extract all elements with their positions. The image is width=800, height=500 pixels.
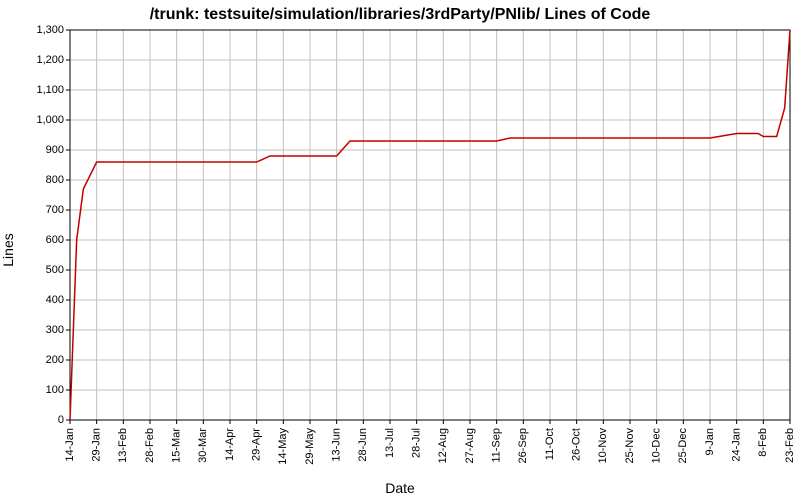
svg-text:29-Apr: 29-Apr <box>251 428 263 461</box>
chart-svg: 0 100 200 300 400 500 600 700 800 900 1,000 1,100 1,… <box>0 0 800 500</box>
svg-text:600: 600 <box>46 234 64 246</box>
svg-text:25-Dec: 25-Dec <box>677 428 689 464</box>
chart-container: /trunk: testsuite/simulation/libraries/3… <box>0 0 800 500</box>
svg-text:11-Oct: 11-Oct <box>544 428 556 460</box>
svg-text:30-Mar: 30-Mar <box>197 428 209 463</box>
svg-text:14-Jan: 14-Jan <box>64 428 76 462</box>
svg-text:13-Feb: 13-Feb <box>117 428 129 463</box>
svg-text:100: 100 <box>46 384 64 396</box>
svg-text:12-Aug: 12-Aug <box>437 428 449 463</box>
svg-text:14-Apr: 14-Apr <box>224 428 236 461</box>
svg-text:300: 300 <box>46 324 64 336</box>
svg-text:700: 700 <box>46 204 64 216</box>
svg-text:400: 400 <box>46 294 64 306</box>
svg-text:900: 900 <box>46 144 64 156</box>
svg-text:29-Jan: 29-Jan <box>91 428 103 462</box>
svg-text:23-Feb: 23-Feb <box>784 428 796 463</box>
svg-text:10-Dec: 10-Dec <box>651 428 663 464</box>
svg-text:28-Feb: 28-Feb <box>144 428 156 463</box>
svg-text:24-Jan: 24-Jan <box>731 428 743 462</box>
svg-text:14-May: 14-May <box>277 428 289 465</box>
svg-text:27-Aug: 27-Aug <box>464 428 476 463</box>
svg-text:26-Sep: 26-Sep <box>517 428 529 463</box>
svg-text:28-Jul: 28-Jul <box>411 428 423 458</box>
svg-text:500: 500 <box>46 264 64 276</box>
svg-text:25-Nov: 25-Nov <box>624 428 636 464</box>
svg-text:29-May: 29-May <box>304 428 316 465</box>
svg-text:9-Jan: 9-Jan <box>704 428 716 456</box>
svg-text:15-Mar: 15-Mar <box>171 428 183 463</box>
svg-text:1,000: 1,000 <box>36 114 64 126</box>
svg-text:13-Jun: 13-Jun <box>331 428 343 462</box>
svg-text:800: 800 <box>46 174 64 186</box>
svg-text:1,300: 1,300 <box>36 24 64 36</box>
svg-text:0: 0 <box>58 414 64 426</box>
svg-text:1,100: 1,100 <box>36 84 64 96</box>
svg-text:200: 200 <box>46 354 64 366</box>
svg-text:13-Jul: 13-Jul <box>384 428 396 458</box>
svg-text:26-Oct: 26-Oct <box>571 428 583 461</box>
svg-text:28-Jun: 28-Jun <box>357 428 369 462</box>
svg-text:10-Nov: 10-Nov <box>597 428 609 464</box>
svg-text:1,200: 1,200 <box>36 54 64 66</box>
svg-text:11-Sep: 11-Sep <box>491 428 503 463</box>
svg-text:8-Feb: 8-Feb <box>757 428 769 457</box>
